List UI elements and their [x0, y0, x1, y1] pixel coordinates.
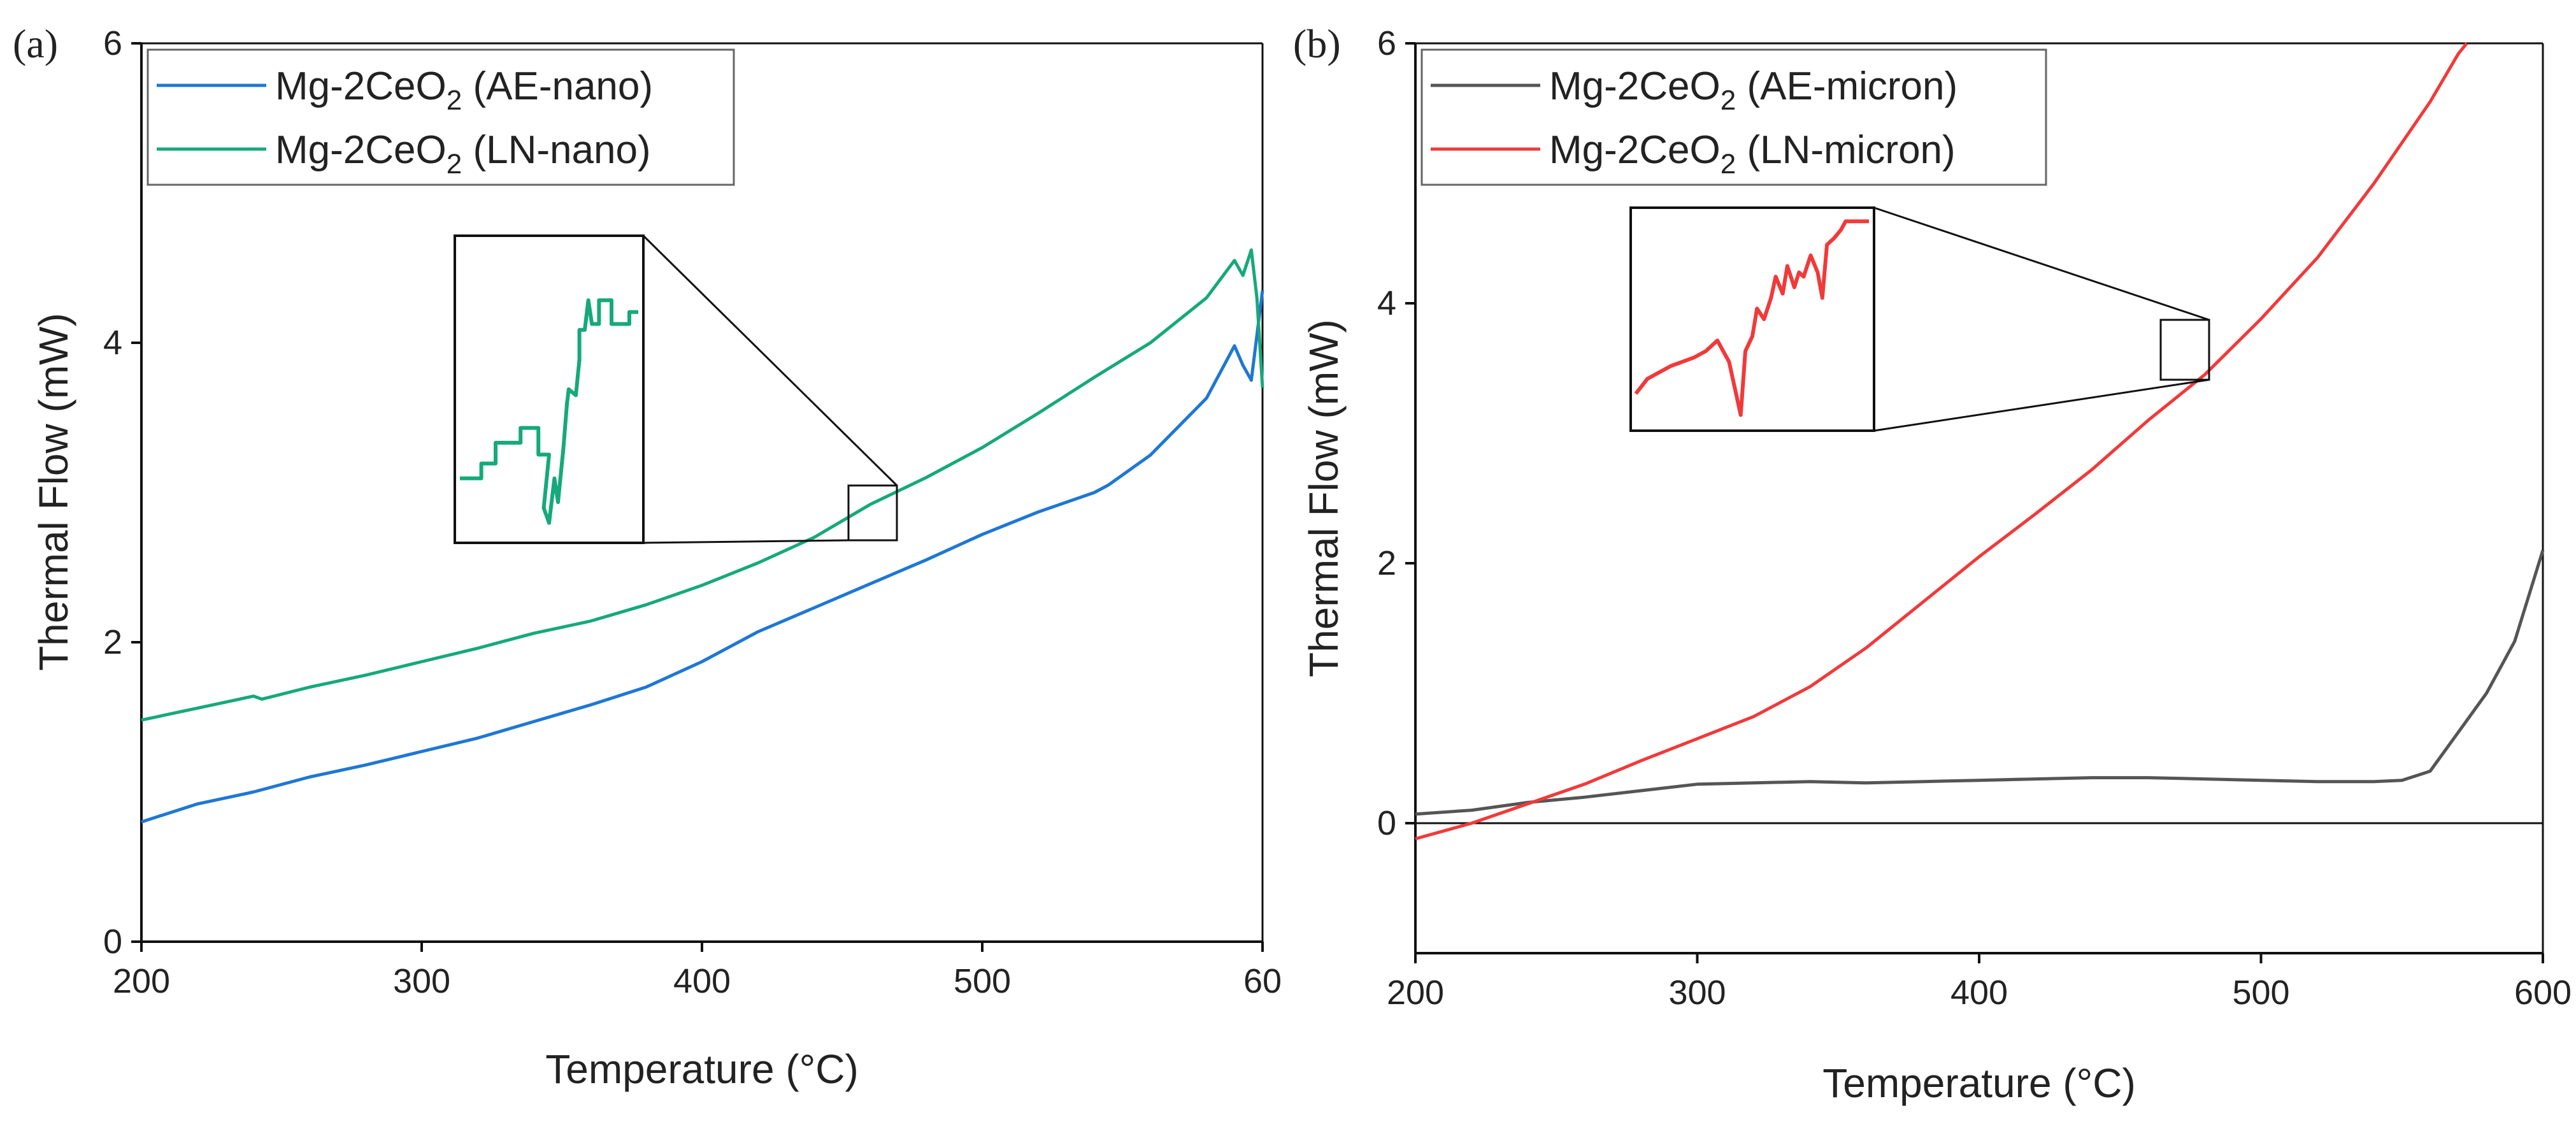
zoom-box [2159, 319, 2210, 381]
legend-box [1420, 48, 2047, 186]
x-axis-title: Temperature (°C) [1822, 1060, 2136, 1106]
legend-label-ln-micron: Mg-2CeO2 (LN-micron) [1549, 128, 1956, 180]
panel-b-ticks: 200 300 400 500 600 0 2 4 6 [1377, 24, 2572, 1012]
zoom-box [847, 484, 898, 542]
x-tick-label: 500 [2232, 974, 2289, 1012]
inset-frame [1629, 206, 1875, 432]
x-tick-label: 500 [954, 962, 1011, 1000]
y-tick-label: 4 [1377, 284, 1396, 322]
x-tick-label: 300 [1668, 974, 1726, 1012]
series-line-1 [1415, 549, 2545, 816]
panel-a-tag: (a) [13, 21, 58, 66]
inset-line [460, 298, 638, 525]
inset-trace [460, 298, 638, 525]
x-tick-label: 400 [1950, 974, 2008, 1012]
x-tick-label: 200 [1387, 974, 1444, 1012]
series-line-2 [141, 248, 1264, 722]
panel-b: (b) 200 300 400 500 600 0 2 4 6 Temperature (°C)… [1293, 21, 2572, 1106]
inset-line [1634, 219, 1869, 417]
y-tick-label: 6 [1377, 24, 1396, 62]
y-axis-title: Thermal Flow (mW) [1301, 319, 1347, 677]
panel-b-series [1415, 42, 2545, 840]
legend: Mg-2CeO2 (AE-nano) Mg-2CeO2 (LN-nano) [147, 48, 735, 186]
legend-label-ln-nano: Mg-2CeO2 (LN-nano) [275, 128, 651, 180]
y-axis-title: Thermal Flow (mW) [31, 313, 76, 671]
zoom-connector-bottom [1873, 378, 2210, 432]
x-tick-label: 200 [113, 962, 170, 1000]
x-axis-title: Temperature (°C) [545, 1046, 859, 1092]
series-line-2 [1415, 42, 2468, 840]
y-tick-label: 4 [103, 324, 122, 362]
inset-trace [1634, 219, 1869, 417]
x-tick-label: 60 [1243, 962, 1282, 1000]
series-line-1 [141, 290, 1264, 824]
legend-label-ae-micron: Mg-2CeO2 (AE-micron) [1549, 64, 1957, 116]
y-tick-label: 0 [1377, 804, 1396, 842]
x-tick-label: 300 [393, 962, 450, 1000]
legend: Mg-2CeO2 (AE-micron) Mg-2CeO2 (LN-micron… [1420, 48, 2047, 186]
x-tick-label: 400 [673, 962, 731, 1000]
zoom-connector-bottom [643, 539, 849, 544]
inset-frame [454, 234, 645, 544]
legend-box [147, 48, 735, 186]
zoom-connector-top [1873, 206, 2210, 321]
panel-a-series [141, 248, 1264, 824]
y-tick-label: 2 [1377, 544, 1396, 582]
x-tick-label: 600 [2514, 974, 2572, 1012]
legend-label-ae-nano: Mg-2CeO2 (AE-nano) [275, 64, 653, 116]
panel-b-tag: (b) [1293, 21, 1341, 66]
y-tick-label: 6 [103, 24, 122, 62]
y-tick-label: 2 [103, 623, 122, 661]
y-tick-label: 0 [103, 923, 122, 961]
zoom-connector-top [642, 234, 898, 487]
